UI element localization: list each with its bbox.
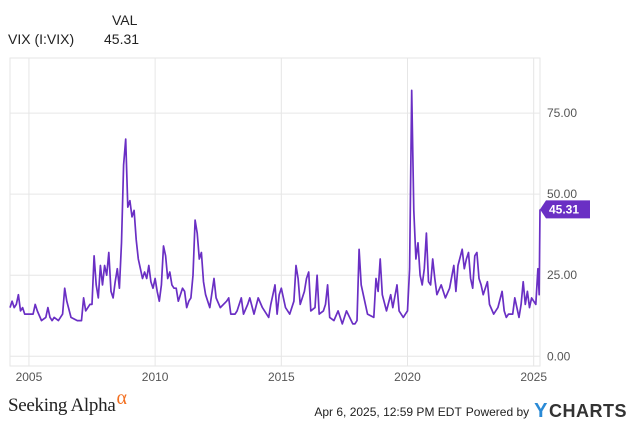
grid-lines bbox=[10, 58, 540, 366]
y-tick-label: 0.00 bbox=[547, 349, 571, 363]
seeking-alpha-logo[interactable]: Seeking Alphaα bbox=[8, 387, 127, 417]
x-axis: 2005 2010 2015 2020 2025 bbox=[16, 370, 548, 384]
series-name: VIX (I:VIX) bbox=[8, 31, 75, 47]
series-line-vix bbox=[9, 89, 541, 325]
current-value-label: 45.31 bbox=[549, 202, 579, 216]
legend-value-header: VAL bbox=[112, 12, 138, 28]
x-tick-label: 2005 bbox=[16, 370, 43, 384]
x-tick-label: 2010 bbox=[142, 370, 169, 384]
y-tick-label: 50.00 bbox=[547, 187, 577, 201]
x-tick-label: 2025 bbox=[520, 370, 547, 384]
series-value: 45.31 bbox=[104, 31, 140, 47]
plot-border bbox=[9, 57, 541, 367]
timestamp: Apr 6, 2025, 12:59 PM EDT bbox=[314, 404, 462, 419]
brand-name: Seeking Alpha bbox=[8, 395, 116, 416]
footer-attribution: Apr 6, 2025, 12:59 PM EDT Powered by Y CH… bbox=[314, 400, 627, 423]
ycharts-y-icon: Y bbox=[534, 400, 548, 422]
y-axis: 0.00 25.00 50.00 75.00 bbox=[547, 106, 577, 363]
y-tick-label: 25.00 bbox=[547, 268, 577, 282]
current-value-flag-shape bbox=[540, 200, 590, 219]
powered-by-label: Powered by bbox=[465, 404, 530, 419]
x-tick-label: 2020 bbox=[394, 370, 421, 384]
alpha-icon: α bbox=[116, 387, 127, 409]
ycharts-logo[interactable]: Y CHARTS bbox=[534, 400, 627, 423]
current-value-flag: 45.31 bbox=[540, 200, 590, 219]
ycharts-wordmark: CHARTS bbox=[549, 401, 627, 421]
y-tick-label: 75.00 bbox=[547, 106, 577, 120]
x-tick-label: 2015 bbox=[268, 370, 295, 384]
